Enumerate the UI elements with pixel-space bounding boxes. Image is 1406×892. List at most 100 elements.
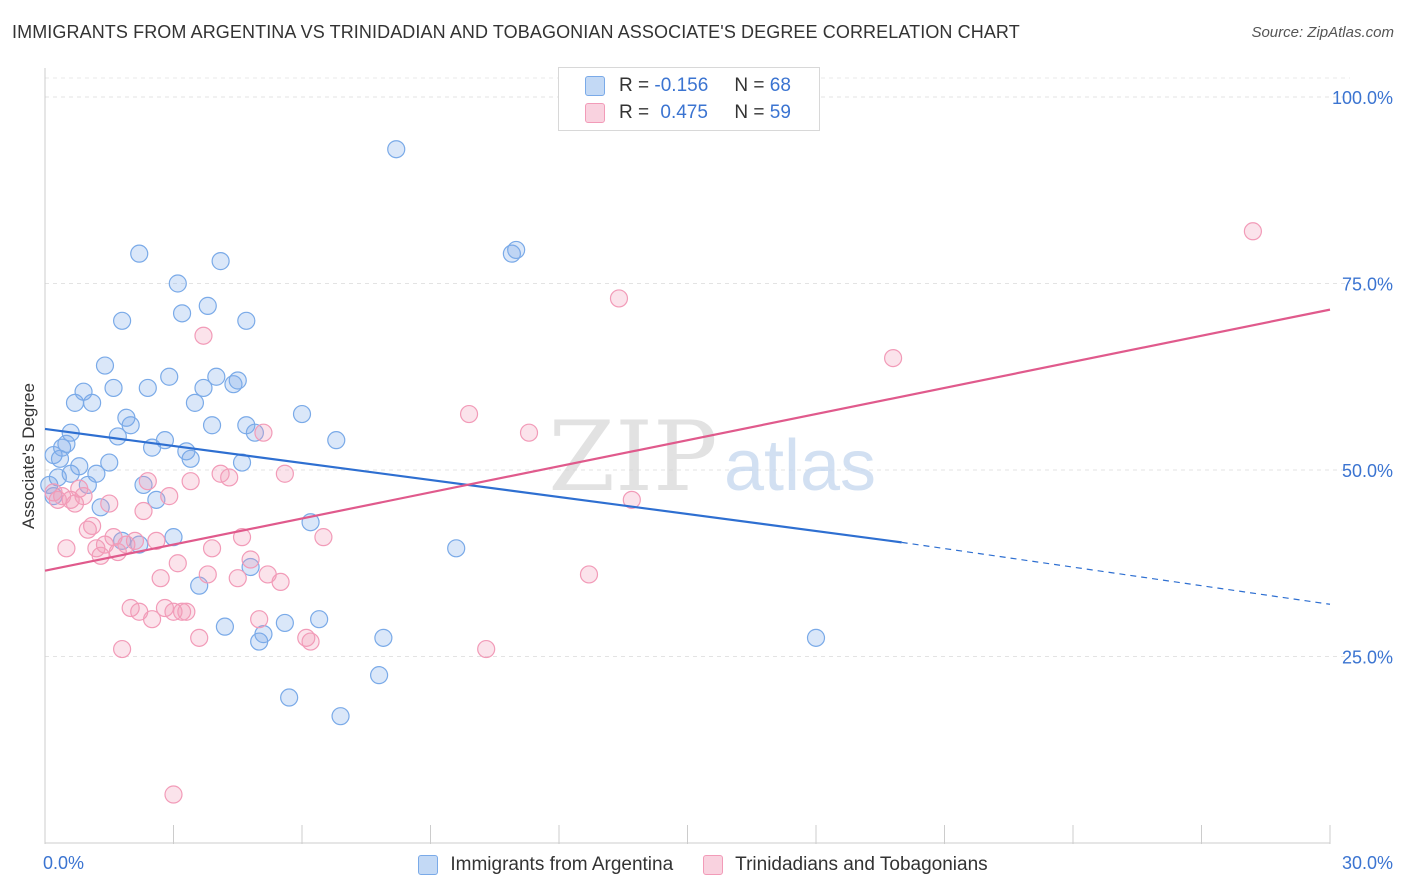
y-axis-label: Associate's Degree xyxy=(19,383,38,529)
argentina-point xyxy=(160,367,179,386)
trinidad-trend-line xyxy=(44,308,1331,572)
argentina-point xyxy=(112,311,132,330)
r-value: 0.475 xyxy=(660,102,708,123)
trinidad-point xyxy=(164,785,183,804)
trinidad-point xyxy=(172,602,192,621)
trinidad-point xyxy=(138,472,157,491)
trinidad-legend-swatch xyxy=(703,855,724,875)
r-value: -0.156 xyxy=(654,75,709,96)
argentina-point xyxy=(185,393,205,412)
trinidad-point xyxy=(477,639,496,659)
argentina-point xyxy=(100,453,119,472)
trinidad-point xyxy=(519,423,539,442)
argentina-point xyxy=(228,371,247,390)
trinidad-point xyxy=(622,490,641,509)
argentina-point xyxy=(374,628,393,647)
argentina-point xyxy=(507,240,526,260)
y-tick-label: 100.0% xyxy=(1332,88,1393,108)
argentina-point xyxy=(292,404,312,424)
argentina-point xyxy=(237,416,256,435)
trinidad-point xyxy=(271,572,290,592)
trinidad-point xyxy=(112,639,132,659)
x-tick-label: 0.0% xyxy=(43,853,84,873)
argentina-point xyxy=(138,378,157,398)
trinidad-point xyxy=(220,468,239,487)
argentina-point xyxy=(177,442,196,461)
trinidad-point xyxy=(202,539,222,558)
argentina-point xyxy=(202,416,222,435)
argentina-point xyxy=(198,296,217,315)
x-tick-label: 30.0% xyxy=(1342,853,1393,873)
trinidad-point xyxy=(57,539,76,558)
trinidad-point xyxy=(228,569,247,588)
trinidad-point xyxy=(459,404,479,424)
n-value: 59 xyxy=(769,102,791,123)
argentina-point xyxy=(327,431,346,450)
trinidad-point xyxy=(142,610,162,629)
legend-item-argentina: Immigrants from Argentina xyxy=(418,854,673,876)
trinidad-point xyxy=(232,528,252,547)
argentina-point xyxy=(95,356,115,375)
argentina-point xyxy=(130,244,149,263)
argentina-point xyxy=(87,464,106,483)
trinidad-point xyxy=(125,531,145,550)
argentina-point xyxy=(211,252,230,271)
trinidad-point xyxy=(275,464,294,483)
source-credit: Source: ZipAtlas.com xyxy=(1251,24,1394,41)
r-label: R = xyxy=(619,75,650,96)
trinidad-point xyxy=(168,554,187,573)
argentina-point xyxy=(806,628,826,647)
argentina-swatch xyxy=(585,76,605,96)
trinidad-point xyxy=(609,289,629,308)
trinidad-point xyxy=(883,349,903,368)
trinidad-point xyxy=(241,550,260,569)
argentina-trend-line xyxy=(44,427,902,544)
argentina-point xyxy=(194,378,213,398)
legend-label-argentina: Immigrants from Argentina xyxy=(450,854,674,875)
trinidad-point xyxy=(181,472,200,491)
watermark-zip: ZIP xyxy=(548,401,717,513)
trinidad-swatch xyxy=(585,103,605,123)
trinidad-point xyxy=(134,501,153,521)
n-value: 68 xyxy=(769,75,791,96)
argentina-point xyxy=(241,557,260,577)
series-legend: Immigrants from Argentina Trinidadians a… xyxy=(0,851,1406,879)
trinidad-point xyxy=(74,487,93,506)
trinidad-point xyxy=(250,610,269,629)
watermark-atlas: atlas xyxy=(724,426,876,506)
argentina-point xyxy=(447,539,466,558)
trinidad-point xyxy=(151,569,170,588)
trinidad-point xyxy=(579,565,599,584)
legend-item-trinidad: Trinidadians and Tobagonians xyxy=(703,854,988,876)
trinidad-point xyxy=(194,326,213,345)
argentina-point xyxy=(254,625,273,644)
trinidad-point xyxy=(1243,222,1263,241)
y-tick-label: 75.0% xyxy=(1342,275,1393,295)
argentina-point xyxy=(172,304,192,323)
argentina-point xyxy=(237,311,256,330)
argentina-point xyxy=(207,367,226,386)
argentina-point xyxy=(70,457,89,476)
argentina-legend-swatch xyxy=(418,855,439,875)
n-label: N = xyxy=(734,75,765,96)
argentina-point xyxy=(387,140,406,159)
argentina-point xyxy=(215,617,234,636)
argentina-point xyxy=(104,378,123,398)
argentina-point xyxy=(280,688,299,707)
argentina-point xyxy=(168,274,187,293)
argentina-point xyxy=(331,707,350,726)
trinidad-point xyxy=(100,494,119,513)
argentina-point xyxy=(370,666,389,685)
trinidad-point xyxy=(160,487,179,506)
argentina-point xyxy=(275,613,294,633)
n-label: N = xyxy=(734,102,765,123)
argentina-point xyxy=(310,610,329,629)
r-label: R = xyxy=(619,102,650,123)
trinidad-point xyxy=(147,531,166,550)
argentina-point xyxy=(57,434,76,453)
trinidad-point xyxy=(198,565,217,584)
y-tick-label: 50.0% xyxy=(1342,461,1393,481)
y-tick-label: 25.0% xyxy=(1342,648,1393,668)
trinidad-point xyxy=(314,528,333,547)
